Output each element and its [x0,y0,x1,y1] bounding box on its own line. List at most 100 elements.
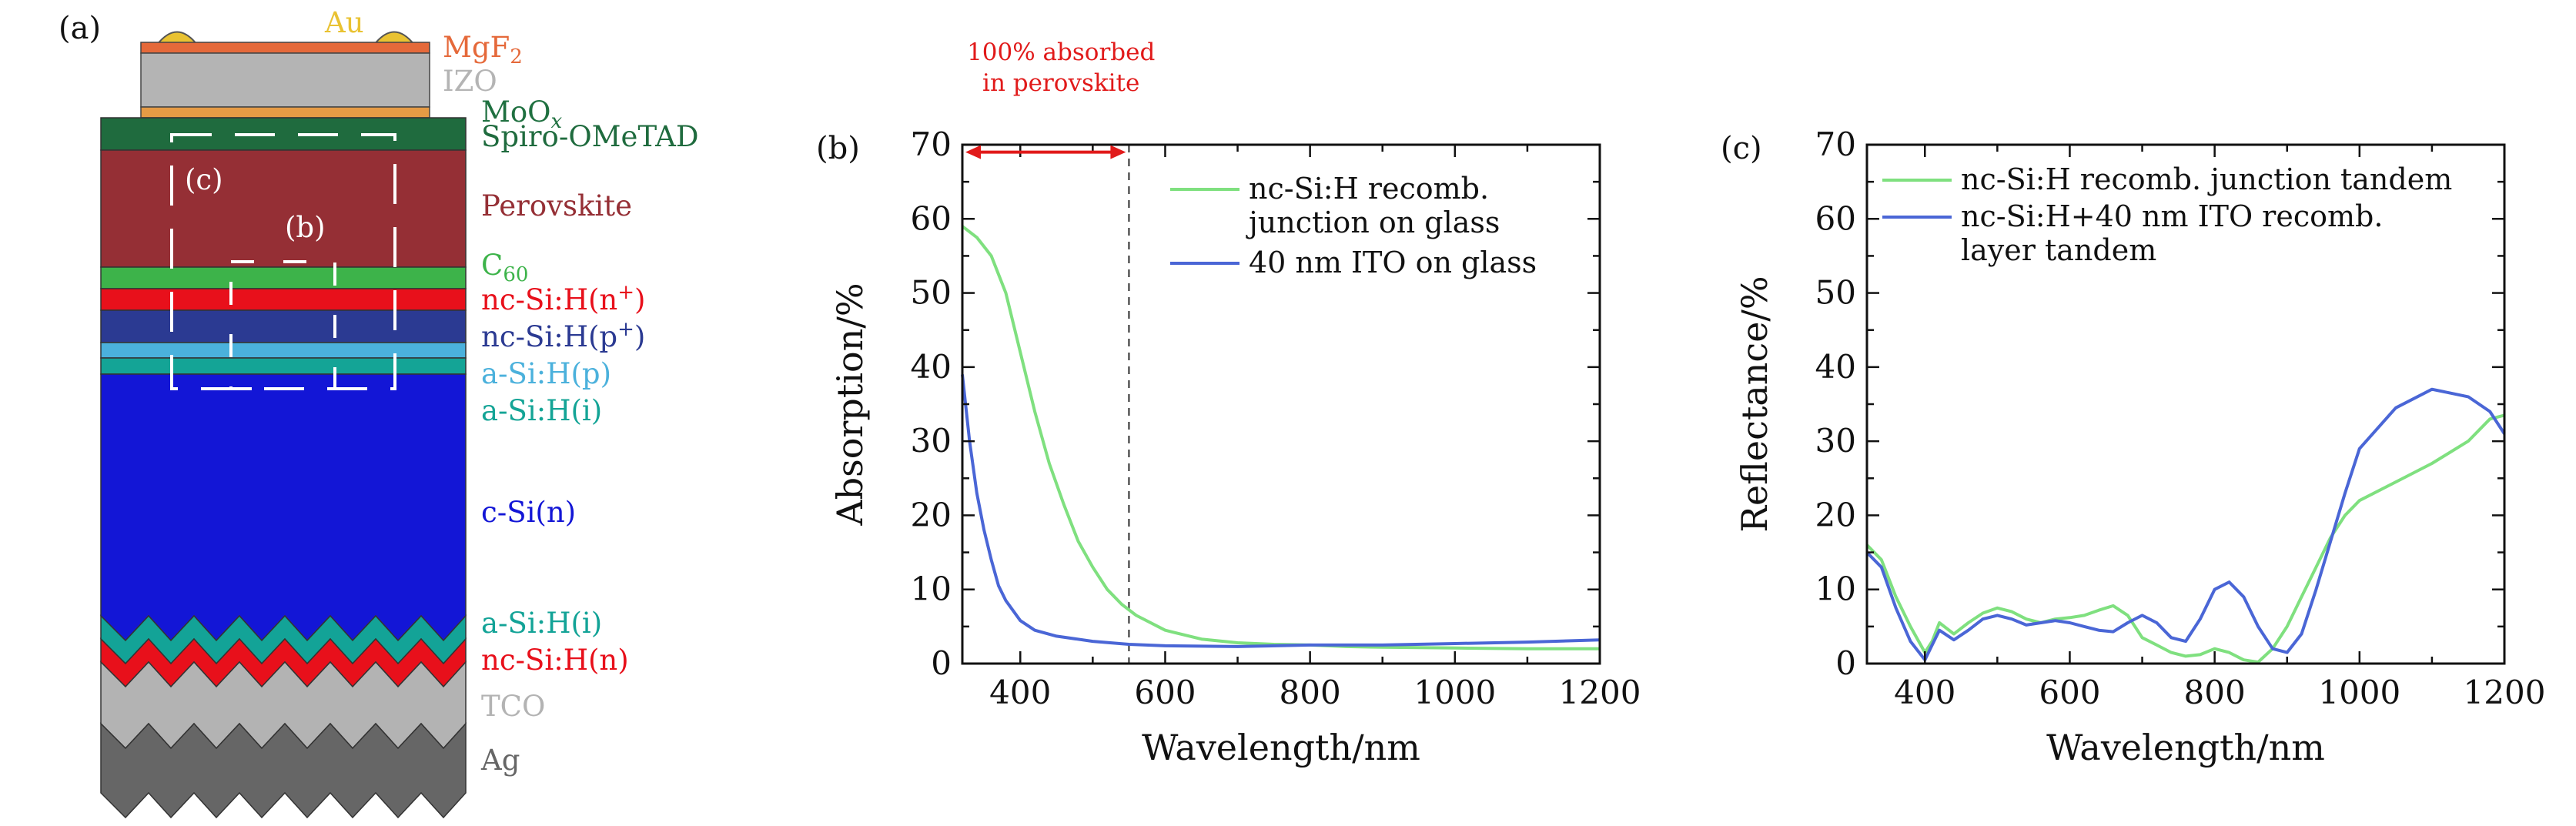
y-tick-label: 70 [1815,125,1856,163]
layer-label-c60: C60 [481,249,528,286]
layer-label-asii: a-Si:H(i) [481,394,602,427]
layer-label-text: a-Si:H(i) [481,394,602,427]
y-tick-label: 0 [1835,644,1856,682]
x-tick-label: 400 [989,674,1051,711]
layer-label-ncn2: nc-Si:H(n) [481,644,629,677]
layer-perovskite [100,149,467,268]
layer-label-tco: TCO [481,690,545,723]
series-line-1 [1865,413,2505,664]
layer-labels: AuMgF2IZOMoOxSpiro-OMeTADPerovskiteC60nc… [324,6,699,777]
zoom-box-b [229,260,336,390]
zoom-box-b-label: (b) [285,211,326,244]
panel-label: (b) [816,131,860,166]
layer-label-text: Ag [480,744,520,777]
layer-label-text: a-Si:H(i) [481,607,602,640]
top-stack [100,31,467,375]
layer-label-ncp: nc-Si:H(p+) [481,318,645,353]
absorption-chart: (b) 400 600 800 1000 1200 0 10 20 30 40 50 60 70 Wavel… [816,38,1641,768]
layer-label-text: nc-Si:H(n [481,283,617,316]
annotation-text: in perovskite [982,69,1139,97]
legend-entry: 40 nm ITO on glass [1249,246,1537,279]
layer-label-asip: a-Si:H(p) [481,357,611,390]
x-tick-label: 1000 [2318,674,2400,711]
x-axis-label: Wavelength/nm [2046,727,2325,768]
x-axis-label: Wavelength/nm [1142,727,1420,768]
y-tick-label: 10 [1815,570,1856,608]
layer-label-superscript: + [617,281,634,304]
layer-label-izo: IZO [443,65,497,98]
y-tick-label: 20 [911,496,952,533]
layer-label-mgf2: MgF2 [443,31,523,69]
layer-izo [140,52,430,108]
panel-label-a: (a) [59,11,101,46]
series-line-2 [1865,387,2506,662]
reflectance-chart: (c) 400 600 800 1000 1200 0 10 20 30 40 50 60 70 Wavel… [1721,125,2545,768]
layer-c-si-n [100,373,467,642]
layer-nc-si-p-plus [100,309,467,343]
layer-label-subscript: x [551,110,563,133]
x-tick-label: 1000 [1413,674,1496,711]
y-tick-label: 60 [911,199,952,237]
layer-label-text: C [481,249,503,282]
layer-label-au: Au [324,6,364,39]
layer-moox [140,106,430,119]
x-tick-label: 600 [2039,674,2100,711]
legend-entry: nc-Si:H recomb. junction tandem [1961,162,2452,196]
y-axis-label: Absorption/% [829,283,871,526]
annotation-arrowhead-right [1110,145,1126,159]
y-tick-label: 60 [1815,199,1856,237]
layer-ag [100,722,467,819]
y-tick-label: 30 [911,422,952,460]
y-tick-label: 50 [1815,274,1856,312]
layer-label-moox: MoOx [481,95,563,133]
layer-label-text: nc-Si:H(p [481,320,617,353]
layer-a-si-i-top [100,357,467,375]
layer-label-perov: Perovskite [481,189,632,222]
legend-entry-line2: layer tandem [1961,233,2156,267]
layer-label-spiro: Spiro-OMeTAD [481,120,699,153]
layer-label-text: MoO [481,95,551,129]
x-tick-label: 600 [1134,674,1196,711]
layer-label-ncn: nc-Si:H(n+) [481,281,645,316]
y-tick-label: 30 [1815,422,1856,460]
layer-label-text: c-Si(n) [481,496,576,529]
layer-label-csi: c-Si(n) [481,496,576,529]
y-tick-label: 40 [911,348,952,386]
annotation-text: 100% absorbed [967,38,1155,66]
layer-label-ag: Ag [480,744,520,777]
layer-label-text: TCO [481,690,545,723]
x-tick-label: 800 [2184,674,2246,711]
x-tick-label: 400 [1894,674,1955,711]
series-line-2 [961,374,1601,648]
x-tick-label: 1200 [1559,674,1641,711]
y-tick-label: 70 [911,125,952,163]
layer-label-text: a-Si:H(p) [481,357,611,390]
y-tick-label: 20 [1815,496,1856,533]
series-line-1 [961,225,1600,650]
annotation-arrowhead-left [965,145,981,159]
layer-nc-si-n-plus [100,288,467,311]
y-tick-label: 0 [931,644,952,682]
device-stack-panel: (a) [59,6,699,819]
layer-label-tail: ) [634,320,645,353]
x-tick-label: 1200 [2464,674,2546,711]
layer-label-text: Au [324,6,364,39]
legend-entry: nc-Si:H recomb. [1249,172,1489,206]
legend-entry: nc-Si:H+40 nm ITO recomb. [1961,199,2383,233]
layer-label-tail: ) [634,283,645,316]
panel-label: (c) [1721,131,1762,166]
layer-label-text: Perovskite [481,189,632,222]
layer-label-superscript: + [617,318,634,341]
x-tick-label: 800 [1280,674,1341,711]
layer-c60 [100,266,467,289]
y-tick-label: 50 [911,274,952,312]
layer-mgf2 [140,42,430,54]
layer-spiro [100,117,467,151]
layer-label-text: nc-Si:H(n) [481,644,629,677]
bottom-stack [100,373,467,819]
layer-a-si-p [100,342,467,359]
layer-label-text: MgF [443,31,510,64]
legend-entry-line2: junction on glass [1246,206,1500,239]
layer-label-text: Spiro-OMeTAD [481,120,699,153]
